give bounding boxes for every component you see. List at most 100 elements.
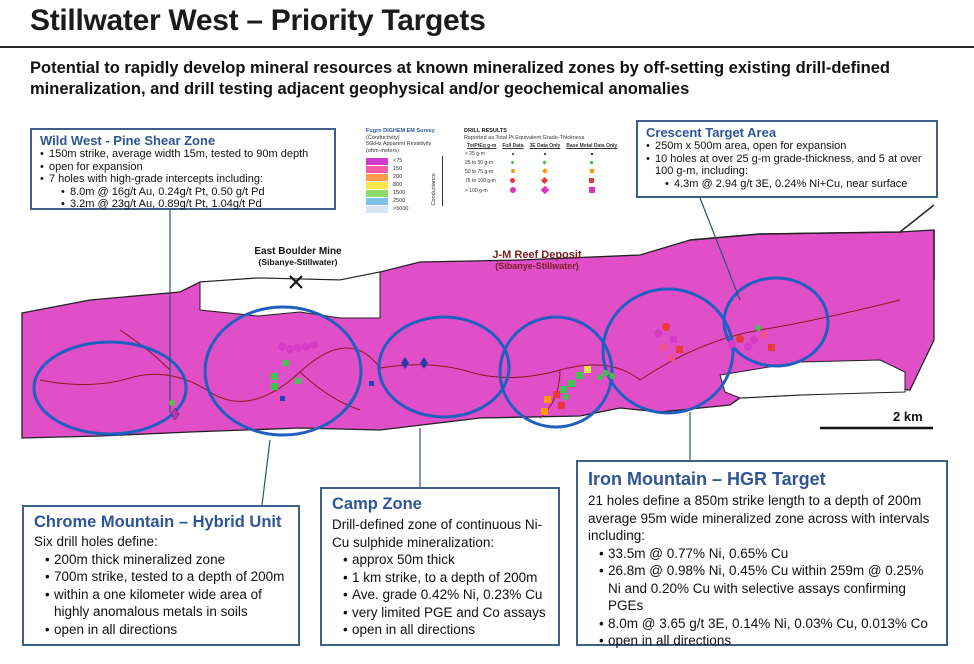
em-swatch-row: 200 [366, 173, 446, 181]
drill-symbol-diamond [542, 167, 548, 174]
em-legend-sub1: (Conductivity) [366, 134, 400, 141]
iron-title: Iron Mountain – HGR Target [588, 469, 826, 489]
list-item: approx 50m thick [343, 551, 552, 569]
list-item: open for expansion [40, 161, 328, 174]
list-item: open in all directions [45, 621, 292, 639]
drill-symbol-diamond [541, 176, 549, 184]
iron-mountain-ellipse [601, 287, 735, 415]
drill-legend-col-header: 3E Data Only [529, 143, 561, 149]
list-item: 700m strike, tested to a depth of 200m [45, 568, 292, 586]
em-swatch [366, 165, 388, 173]
crescent-ellipse [722, 276, 830, 368]
target-ellipses [32, 276, 830, 437]
list-item: 1 km strike, to a depth of 200m [343, 569, 552, 587]
iron-drill-cluster [597, 323, 683, 380]
em-swatch [366, 173, 388, 181]
east-boulder-name: East Boulder Mine [254, 246, 342, 257]
drill-symbol-circle [511, 160, 515, 164]
em-swatch [366, 197, 388, 205]
em-swatch-row: 150 [366, 165, 446, 173]
em-swatches: <75 150 200 800 1500 2500 >5000 [366, 157, 446, 213]
drill-legend-range: < 25 g-m [465, 150, 485, 157]
drill-legend-row: 25 to 50 g-m [464, 159, 620, 168]
scale-label: 2 km [893, 409, 923, 424]
drill-symbol-circle [511, 152, 514, 155]
map-legend: Fugro DIGHEM EM Survey (Conductivity) 56… [366, 128, 636, 228]
drill-legend-col-header: Full Data [502, 143, 524, 149]
jm-reef-name: J-M Reef Deposit [492, 249, 582, 261]
drill-legend-col-header: Base Metal Data Only [566, 143, 618, 149]
em-swatch-label: <75 [393, 157, 403, 164]
list-item: 10 holes at over 25 g-m grade-thickness,… [646, 153, 930, 178]
title-divider [0, 46, 974, 48]
wild-west-list: 150m strike, average width 15m, tested t… [40, 148, 328, 186]
wild-west-box: Wild West - Pine Shear Zone 150m strike,… [30, 128, 336, 210]
em-swatch-label: >5000 [393, 205, 409, 212]
drill-holes [169, 323, 775, 421]
em-swatch-label: 2500 [393, 197, 406, 204]
drill-legend-row: < 25 g-m [464, 150, 620, 159]
list-item: open in all directions [599, 632, 940, 650]
list-item: Ave. grade 0.42% Ni, 0.23% Cu [343, 586, 552, 604]
list-item: 33.5m @ 0.77% Ni, 0.65% Cu [599, 545, 940, 563]
list-item: 8.0m @ 3.65 g/t 3E, 0.14% Ni, 0.03% Cu, … [599, 615, 940, 633]
east-boulder-owner: (Sibanye-Stillwater) [258, 257, 338, 267]
iron-mountain-box: Iron Mountain – HGR Target 21 holes defi… [576, 460, 948, 649]
chrome-drill-cluster [271, 341, 374, 401]
drill-legend-title: DRILL RESULTS [464, 128, 507, 134]
crescent-title: Crescent Target Area [646, 125, 777, 140]
drill-legend-sub: Reported as Total Pt Equivalent Grade-Th… [464, 134, 585, 141]
list-item: 8.0m @ 16g/t Au, 0.24g/t Pt, 0.50 g/t Pd [61, 186, 328, 199]
drill-symbol-circle [510, 168, 515, 173]
wild-west-title: Wild West - Pine Shear Zone [40, 133, 216, 148]
em-swatch-row: 1500 [366, 189, 446, 197]
list-item: 200m thick mineralized zone [45, 551, 292, 569]
drill-symbol-diamond [543, 152, 547, 156]
iron-intro: 21 holes define a 850m strike length to … [588, 493, 930, 543]
em-swatch [366, 181, 388, 189]
em-swatch-row: 2500 [366, 197, 446, 205]
drill-symbol-square [588, 187, 595, 193]
east-boulder-label: East Boulder Mine (Sibanye-Stillwater) [244, 246, 352, 267]
jm-reef-owner: (Sibanye-Stillwater) [495, 261, 579, 271]
em-swatch-row: 800 [366, 181, 446, 189]
camp-title: Camp Zone [332, 495, 422, 513]
list-item: 3.2m @ 23g/t Au, 0.89g/t Pt, 1.04g/t Pd [61, 198, 328, 211]
drill-symbol-circle [509, 187, 516, 193]
drill-symbol-square [590, 152, 593, 155]
iron-list: 33.5m @ 0.77% Ni, 0.65% Cu 26.8m @ 0.98%… [588, 545, 940, 650]
chrome-mountain-ellipse [203, 305, 363, 437]
em-swatch [366, 157, 388, 165]
crescent-box: Crescent Target Area 250m x 500m area, o… [636, 120, 938, 198]
em-swatch-label: 200 [393, 173, 403, 180]
em-legend-sub2: 56kHz Apparent Resistivity [366, 141, 432, 147]
crescent-sublist: 4.3m @ 2.94 g/t 3E, 0.24% Ni+Cu, near su… [646, 178, 930, 191]
drill-legend-range: 25 to 50 g-m [465, 159, 494, 166]
page-title: Stillwater West – Priority Targets [30, 4, 486, 37]
em-legend-title: Fugro DIGHEM EM Survey [366, 128, 435, 134]
drill-symbol-square [589, 177, 595, 183]
em-swatch-label: 150 [393, 165, 403, 172]
drill-legend-range: > 100 g-m [465, 188, 488, 194]
drill-legend-range: 75 to 100 g-m [465, 178, 496, 184]
wild-west-sublist: 8.0m @ 16g/t Au, 0.24g/t Pt, 0.50 g/t Pd… [40, 186, 328, 211]
drill-legend-row: > 100 g-m [464, 185, 620, 197]
crescent-list: 250m x 500m area, open for expansion 10 … [646, 140, 930, 178]
em-swatch [366, 189, 388, 197]
drill-legend-row: 50 to 75 g-m [464, 167, 620, 177]
jm-reef-label: J-M Reef Deposit (Sibanye-Stillwater) [472, 249, 602, 271]
drill-symbol-square [589, 168, 594, 173]
drill-symbol-diamond [540, 185, 550, 195]
chrome-mountain-box: Chrome Mountain – Hybrid Unit Six drill … [22, 505, 300, 646]
camp-list: approx 50m thick 1 km strike, to a depth… [332, 551, 552, 639]
mine-icon [289, 275, 303, 289]
em-swatch [366, 205, 388, 213]
drill-diamond [170, 407, 180, 421]
em-swatch-label: 800 [393, 181, 403, 188]
drill-symbol-circle [510, 177, 516, 183]
drill-symbol-diamond [542, 160, 548, 165]
drill-legend-table: TotPtEq g-m Full Data 3E Data Only Base Met… [464, 143, 620, 197]
em-legend-sub3: (ohm-meters) [366, 147, 400, 154]
em-swatch-label: 1500 [393, 189, 406, 196]
